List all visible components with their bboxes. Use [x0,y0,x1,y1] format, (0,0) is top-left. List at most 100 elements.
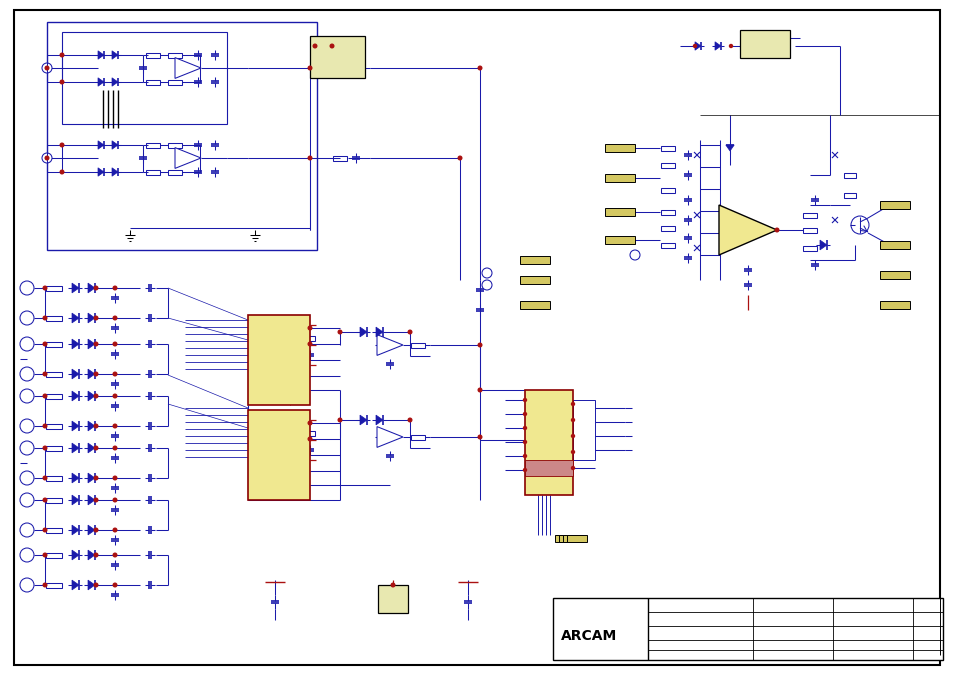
Polygon shape [98,78,104,86]
Circle shape [850,216,868,234]
Circle shape [94,342,98,346]
Circle shape [43,446,47,450]
Circle shape [43,529,47,532]
Bar [660,209,675,215]
Circle shape [113,529,116,532]
Polygon shape [71,473,79,483]
Circle shape [20,548,34,562]
Polygon shape [71,339,79,349]
Circle shape [571,418,574,421]
Bar [248,315,310,405]
Polygon shape [359,327,367,337]
Circle shape [571,402,574,406]
Polygon shape [71,525,79,535]
Bar [411,435,424,439]
Circle shape [43,286,47,290]
Bar [553,598,942,660]
Bar [748,36,760,40]
Polygon shape [71,391,79,401]
Circle shape [20,389,34,403]
Circle shape [113,583,116,587]
Circle shape [477,66,481,70]
Circle shape [571,466,574,470]
Circle shape [60,80,64,84]
Circle shape [113,498,116,502]
Polygon shape [71,443,79,453]
Circle shape [330,44,334,48]
Polygon shape [98,168,104,176]
Bar [768,36,781,40]
Bar [248,410,310,500]
Bar [47,22,316,250]
Circle shape [60,143,64,146]
Circle shape [113,342,116,346]
Bar [46,553,62,558]
Bar [660,146,675,151]
Bar [604,208,635,216]
Circle shape [43,394,47,398]
Polygon shape [112,168,118,176]
Bar [604,174,635,182]
Polygon shape [88,369,95,379]
Polygon shape [112,141,118,149]
Circle shape [94,372,98,376]
Polygon shape [359,415,367,425]
Polygon shape [112,78,118,86]
Circle shape [571,450,574,454]
Bar [573,400,595,460]
Polygon shape [88,525,95,535]
Circle shape [481,280,492,290]
Circle shape [338,330,341,334]
Bar [660,225,675,230]
Circle shape [60,170,64,173]
Polygon shape [88,580,95,590]
Circle shape [308,437,312,441]
Polygon shape [71,369,79,379]
Bar [740,30,789,58]
Polygon shape [88,550,95,560]
Bar [168,53,182,57]
Polygon shape [88,283,95,293]
Polygon shape [71,313,79,323]
Bar [519,301,550,309]
Circle shape [775,228,778,232]
Bar [879,271,909,279]
Bar [519,256,550,264]
Bar [310,36,365,78]
Circle shape [113,372,116,376]
Polygon shape [820,240,826,250]
Bar [146,169,160,175]
Circle shape [94,529,98,532]
Bar [879,241,909,249]
Polygon shape [714,42,720,50]
Bar [46,423,62,429]
Circle shape [20,419,34,433]
Bar [46,527,62,533]
Bar [333,155,347,161]
Bar [802,227,816,232]
Bar [802,246,816,250]
Circle shape [43,316,47,320]
Circle shape [20,367,34,381]
Circle shape [629,250,639,260]
Polygon shape [71,283,79,293]
Bar [146,142,160,148]
Bar [519,276,550,284]
Polygon shape [71,580,79,590]
Bar [168,80,182,84]
Circle shape [308,66,312,70]
Circle shape [457,156,461,160]
Bar [46,497,62,502]
Circle shape [477,435,481,439]
Circle shape [43,554,47,557]
Circle shape [20,471,34,485]
Polygon shape [88,421,95,431]
Circle shape [523,398,526,402]
Polygon shape [88,473,95,483]
Bar [46,315,62,321]
Bar [46,583,62,587]
Circle shape [481,268,492,278]
Bar [146,53,160,57]
Circle shape [20,337,34,351]
Circle shape [408,418,412,422]
